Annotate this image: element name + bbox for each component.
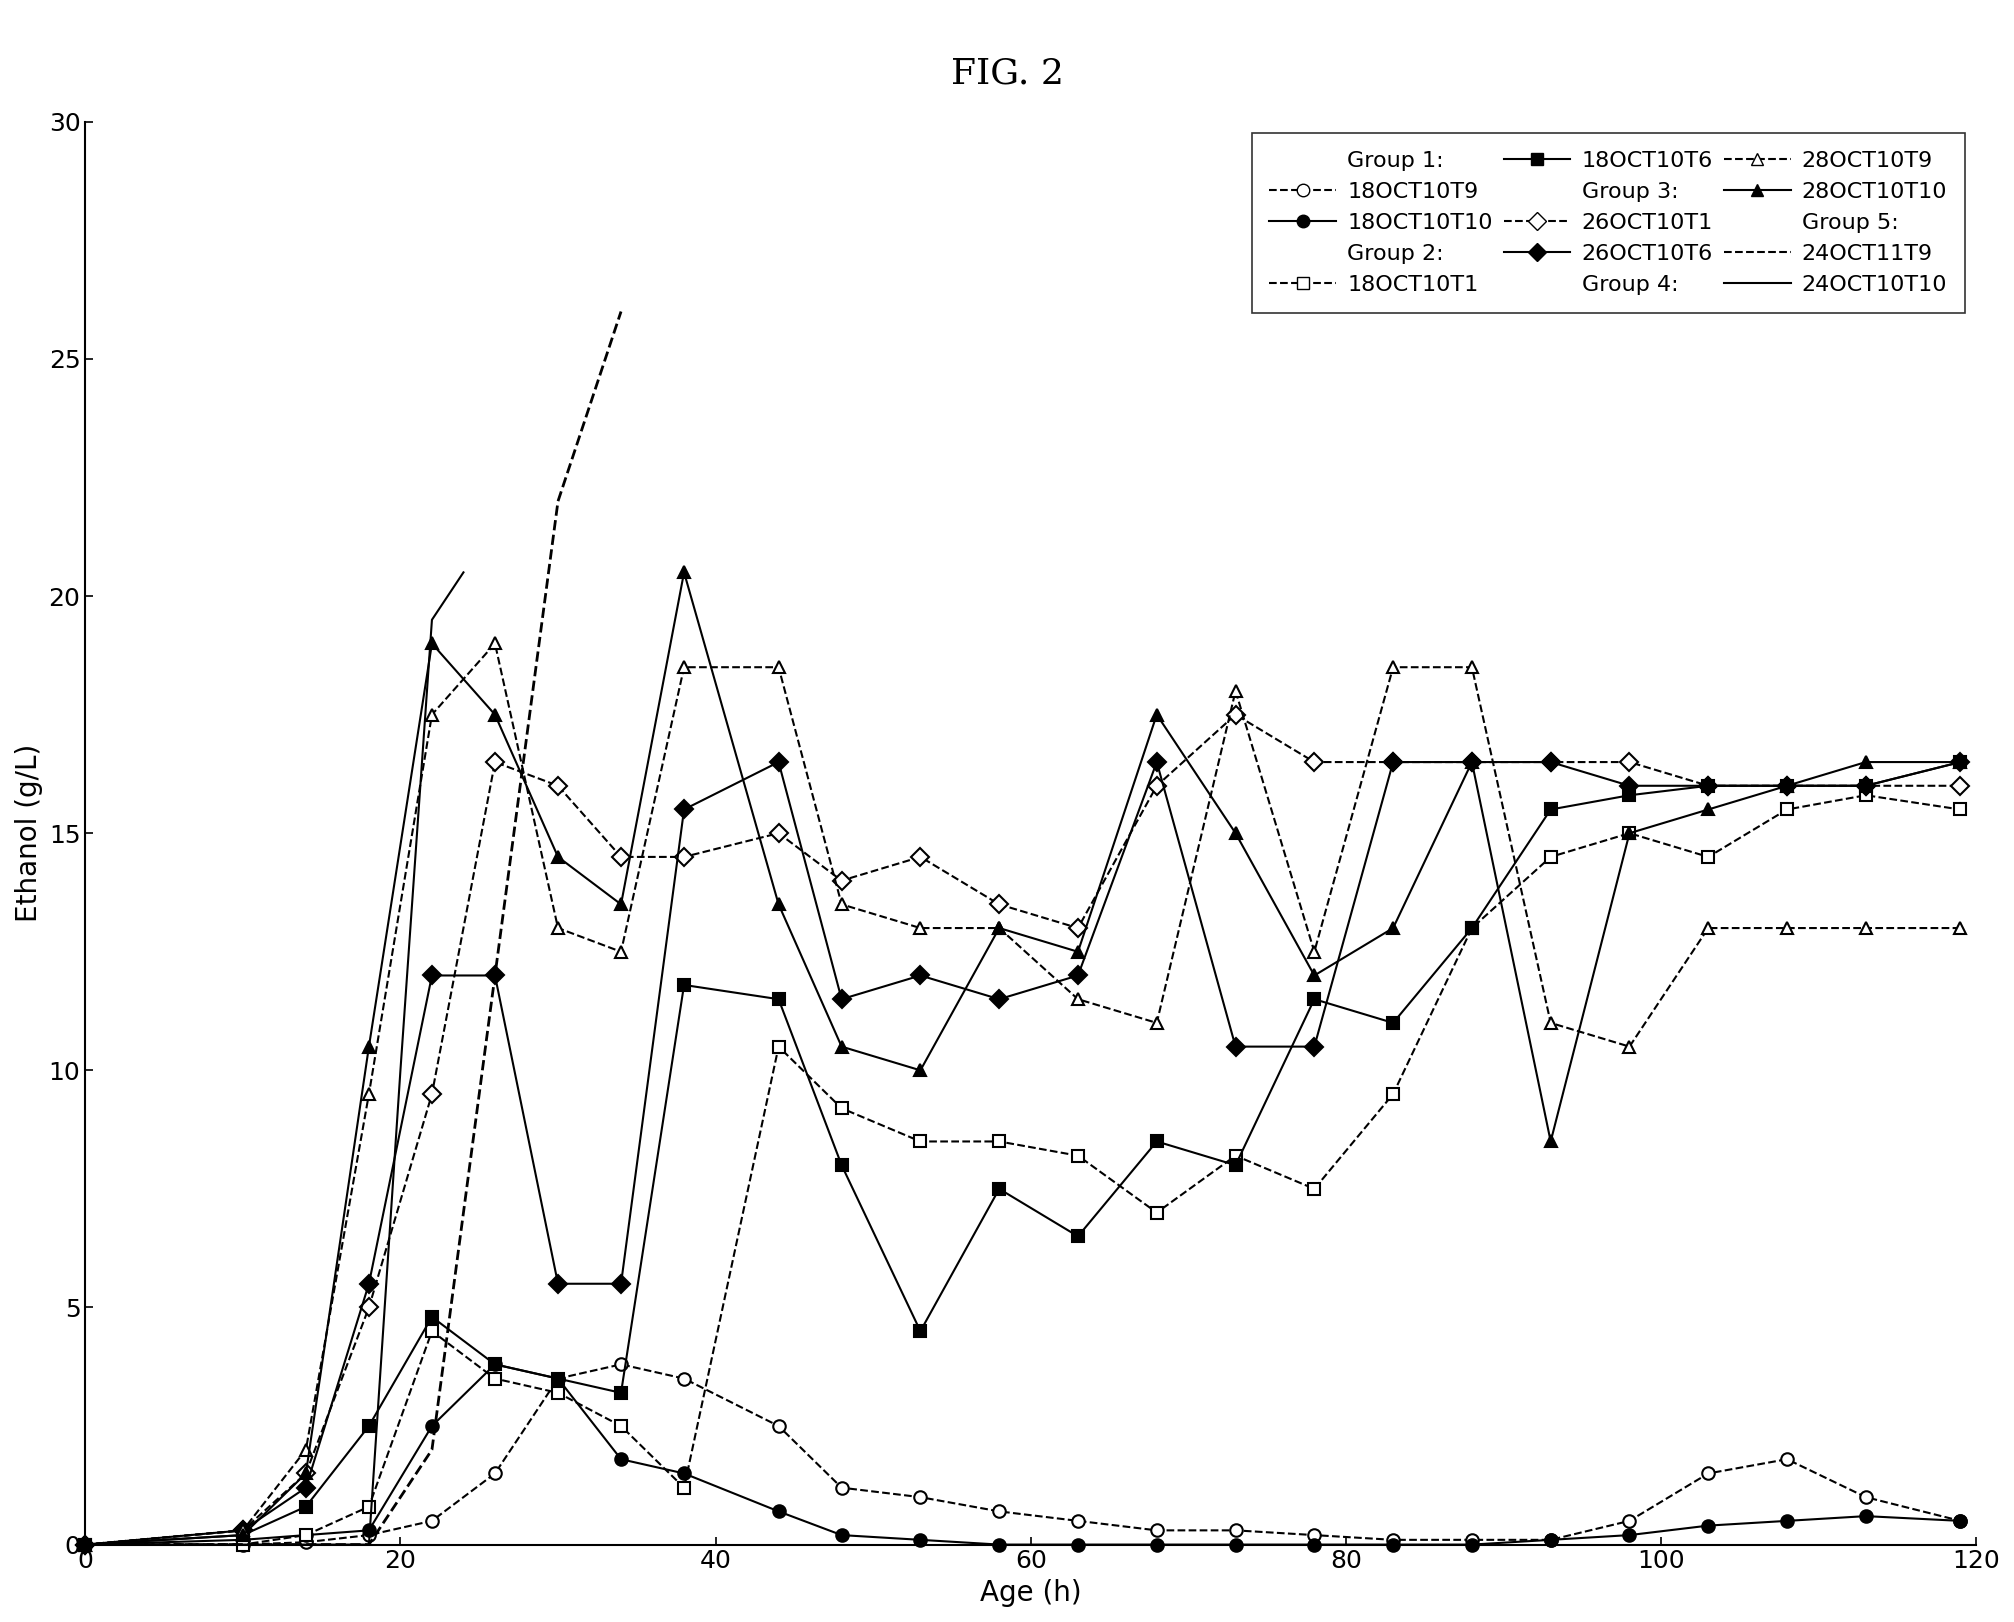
Legend: Group 1:, 18OCT10T9, 18OCT10T10, Group 2:, 18OCT10T1, 18OCT10T6, Group 3:, 26OCT: Group 1:, 18OCT10T9, 18OCT10T10, Group 2… — [1251, 133, 1964, 313]
Y-axis label: Ethanol (g/L): Ethanol (g/L) — [14, 744, 42, 923]
Text: FIG. 2: FIG. 2 — [951, 57, 1063, 91]
X-axis label: Age (h): Age (h) — [979, 1578, 1082, 1607]
